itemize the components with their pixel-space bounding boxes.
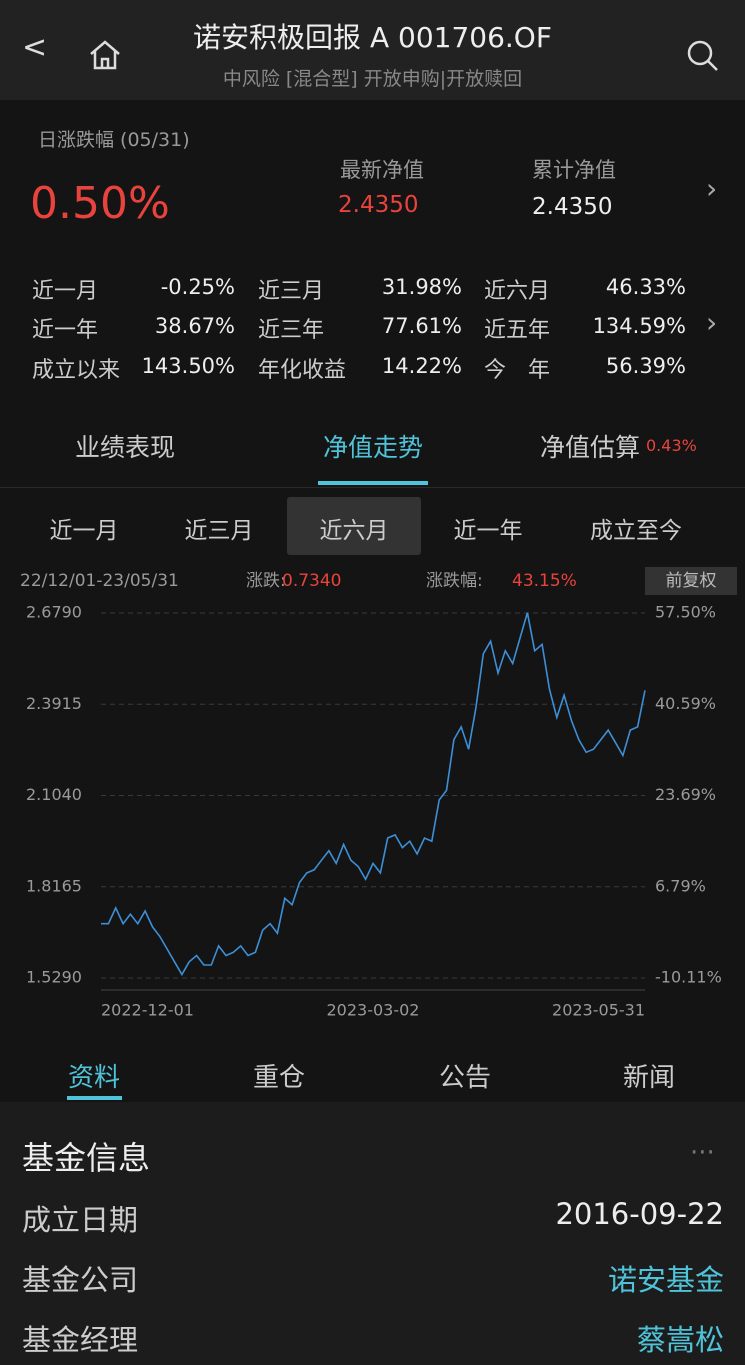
y-tick-label: 1.8165 bbox=[26, 876, 82, 895]
search-button[interactable] bbox=[685, 38, 721, 74]
info-label: 基金公司 bbox=[22, 1263, 139, 1297]
range[interactable]: 成立至今 bbox=[590, 518, 682, 544]
y-tick-label: 1.5290 bbox=[26, 968, 82, 987]
range[interactable]: 近三月 bbox=[184, 518, 254, 544]
change-label: 日涨跌幅 (05/31) bbox=[38, 129, 190, 151]
period: 22/12/01-23/05/31 bbox=[20, 571, 179, 591]
x-tick-label: 2022-12-01 bbox=[101, 1001, 194, 1020]
info-panel bbox=[0, 1102, 745, 1365]
section-underline bbox=[67, 1096, 122, 1100]
tab-underline bbox=[318, 481, 428, 485]
return-label: 近三年 bbox=[258, 318, 325, 343]
section-tab[interactable]: 公告 bbox=[438, 1063, 491, 1093]
section-tab[interactable]: 新闻 bbox=[622, 1063, 675, 1093]
more-dots[interactable]: ··· bbox=[690, 1138, 715, 1168]
acc-label: 累计净值 bbox=[532, 158, 616, 182]
return-value: 14.22% bbox=[381, 354, 462, 378]
return-value: 56.39% bbox=[605, 354, 686, 378]
home-button[interactable] bbox=[88, 38, 122, 72]
subtitle: 中风险 [混合型] 开放申购|开放赎回 bbox=[222, 68, 523, 90]
range[interactable]: 近一年 bbox=[453, 518, 523, 544]
estimate: 0.43% bbox=[646, 436, 697, 455]
change-pct: 43.15% bbox=[512, 571, 577, 591]
range[interactable]: 近一月 bbox=[49, 518, 119, 544]
return-value: 134.59% bbox=[592, 314, 686, 338]
top-bar bbox=[0, 0, 745, 100]
return-label: 年化收益 bbox=[258, 358, 347, 383]
return-label: 今 年 bbox=[484, 358, 551, 383]
return-value: -0.25% bbox=[160, 275, 235, 299]
y2-tick-label: 57.50% bbox=[655, 603, 716, 622]
change: 0.7340 bbox=[282, 571, 341, 591]
info-value[interactable]: 诺安基金 bbox=[607, 1263, 724, 1297]
title: 诺安积极回报 A 001706.OF bbox=[193, 21, 552, 54]
return-label: 近六月 bbox=[484, 279, 551, 304]
return-label: 近五年 bbox=[484, 318, 551, 343]
more-arrow[interactable]: › bbox=[706, 172, 718, 205]
tab[interactable]: 净值走势 bbox=[322, 433, 423, 462]
info-value: 2016-09-22 bbox=[555, 1197, 724, 1231]
chart: 22/12/01-23/05/31 涨跌: 0.7340 涨跌幅: 43.15%… bbox=[20, 567, 737, 1020]
tab[interactable]: 净值估算 bbox=[539, 433, 640, 462]
nav-line bbox=[101, 612, 646, 977]
return-label: 近三月 bbox=[258, 279, 325, 304]
change-pct-label: 涨跌幅: bbox=[426, 571, 483, 591]
tab[interactable]: 业绩表现 bbox=[74, 433, 175, 462]
divider bbox=[0, 487, 745, 488]
return-value: 38.67% bbox=[154, 314, 235, 338]
return-label: 近一年 bbox=[32, 318, 99, 343]
nav: 2.4350 bbox=[338, 192, 419, 218]
adjust[interactable]: 前复权 bbox=[666, 571, 717, 591]
y-tick-label: 2.3915 bbox=[26, 694, 82, 713]
range-selected bbox=[287, 497, 421, 555]
more-arrow[interactable]: › bbox=[706, 306, 718, 339]
return-value: 46.33% bbox=[605, 275, 686, 299]
return-label: 成立以来 bbox=[32, 358, 121, 383]
info-label: 成立日期 bbox=[22, 1203, 139, 1237]
range[interactable]: 近六月 bbox=[319, 518, 389, 544]
y2-tick-label: 40.59% bbox=[655, 694, 716, 713]
change: 0.50% bbox=[30, 178, 170, 229]
y2-tick-label: 23.69% bbox=[655, 785, 716, 804]
section-tab[interactable]: 资料 bbox=[67, 1063, 120, 1093]
acc: 2.4350 bbox=[532, 194, 613, 220]
return-label: 近一月 bbox=[32, 279, 99, 304]
info-title: 基金信息 bbox=[22, 1139, 151, 1177]
y2-tick-label: 6.79% bbox=[655, 876, 706, 895]
y2-tick-label: -10.11% bbox=[655, 968, 722, 987]
return-value: 143.50% bbox=[141, 354, 235, 378]
x-tick-label: 2023-05-31 bbox=[552, 1001, 645, 1020]
adjust-box[interactable] bbox=[645, 567, 737, 595]
section-tab[interactable]: 重仓 bbox=[252, 1063, 305, 1093]
info-value[interactable]: 蔡嵩松 bbox=[636, 1323, 724, 1357]
x-tick-label: 2023-03-02 bbox=[327, 1001, 420, 1020]
y-tick-label: 2.1040 bbox=[26, 785, 82, 804]
back-button[interactable]: < bbox=[22, 30, 48, 65]
return-value: 77.61% bbox=[381, 314, 462, 338]
y-tick-label: 2.6790 bbox=[26, 603, 82, 622]
change-label: 涨跌: bbox=[246, 571, 286, 591]
info-label: 基金经理 bbox=[22, 1323, 139, 1357]
nav-label: 最新净值 bbox=[340, 158, 424, 182]
return-value: 31.98% bbox=[381, 275, 462, 299]
